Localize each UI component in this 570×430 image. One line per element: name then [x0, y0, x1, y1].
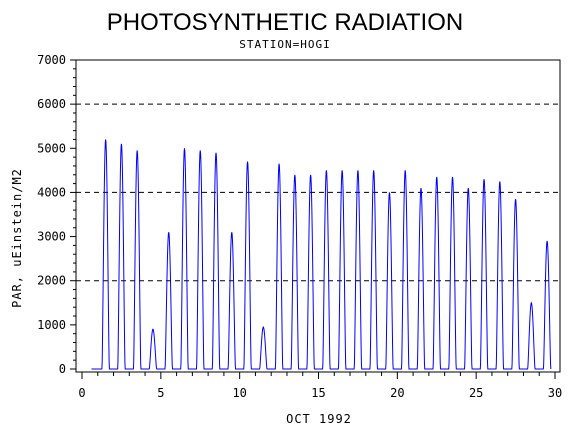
daily-peak-point — [309, 174, 311, 176]
daily-peak-point — [388, 191, 390, 193]
daily-peak-point — [246, 160, 248, 162]
daily-peak-point — [341, 169, 343, 171]
daily-peak-point — [168, 231, 170, 233]
y-tick-label: 7000 — [37, 53, 66, 67]
chart-title: PHOTOSYNTHETIC RADIATION — [107, 9, 463, 36]
y-tick-label: 1000 — [37, 318, 66, 332]
y-tick-label: 3000 — [37, 230, 66, 244]
daily-peak-point — [451, 176, 453, 178]
y-tick-label: 6000 — [37, 97, 66, 111]
daily-peak-point — [436, 176, 438, 178]
daily-peak-point — [530, 302, 532, 304]
daily-peak-point — [215, 152, 217, 154]
y-axis: 0 1000 2000 3000 4000 5000 6000 7000 — [37, 53, 76, 376]
reference-lines — [76, 103, 560, 282]
x-axis-label: OCT 1992 — [286, 412, 352, 426]
chart-subtitle: STATION=HOGI — [239, 38, 330, 51]
x-tick-label: 25 — [469, 386, 483, 400]
x-axis: 0 5 10 15 20 25 30 — [78, 372, 562, 400]
x-tick-label: 10 — [232, 386, 246, 400]
daily-peak-point — [499, 180, 501, 182]
x-tick-label: 0 — [78, 386, 85, 400]
par-line — [91, 139, 552, 370]
daily-peak-point — [294, 174, 296, 176]
y-axis-label: PAR, uEinstein/M2 — [10, 168, 24, 308]
daily-peak-point — [104, 138, 106, 140]
x-tick-label: 15 — [311, 386, 325, 400]
daily-peak-point — [467, 187, 469, 189]
daily-peak-point — [325, 169, 327, 171]
daily-peak-point — [546, 240, 548, 242]
x-tick-label: 30 — [548, 386, 562, 400]
daily-peak-point — [136, 149, 138, 151]
daily-peak-point — [404, 169, 406, 171]
y-tick-label: 5000 — [37, 141, 66, 155]
daily-peak-point — [483, 178, 485, 180]
series-par — [91, 138, 552, 370]
y-tick-label: 4000 — [37, 185, 66, 199]
daily-peak-point — [372, 169, 374, 171]
y-tick-label: 0 — [59, 362, 66, 376]
daily-peak-point — [183, 147, 185, 149]
daily-peak-point — [120, 143, 122, 145]
daily-peak-point — [278, 163, 280, 165]
x-tick-label: 20 — [390, 386, 404, 400]
daily-peak-point — [514, 198, 516, 200]
daily-peak-point — [152, 328, 154, 330]
daily-peak-point — [199, 149, 201, 151]
daily-peak-point — [420, 187, 422, 189]
daily-peak-point — [357, 169, 359, 171]
daily-peak-point — [262, 326, 264, 328]
y-tick-label: 2000 — [37, 274, 66, 288]
daily-peak-point — [231, 231, 233, 233]
x-tick-label: 5 — [157, 386, 164, 400]
